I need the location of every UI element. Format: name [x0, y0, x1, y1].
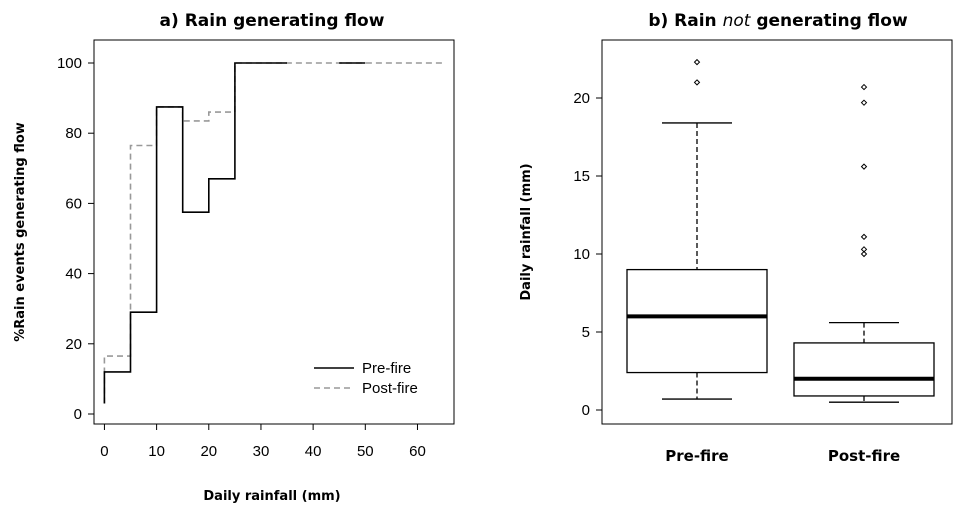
panel-a-x-tick-label: 0 [100, 443, 108, 460]
panel-b-category-label: Pre-fire [665, 447, 728, 465]
panel-a-plot-frame [93, 39, 455, 425]
panel-b-y-tick-label: 20 [573, 90, 590, 107]
panel-a-y-tick-label: 100 [57, 55, 82, 72]
panel-b: b) Rain not generating flow 0 5 10 15 20… [519, 11, 953, 465]
panel-b-plot-frame [601, 39, 953, 425]
panel-a-legend: Pre-fire Post-fire [314, 360, 418, 397]
panel-b-category-label: Post-fire [828, 447, 900, 465]
panel-a-x-axis-label: Daily rainfall (mm) [203, 489, 340, 504]
panel-a-x-tick-label: 30 [253, 443, 270, 460]
panel-a-y-tick-label: 60 [65, 195, 82, 212]
outlier-point [860, 250, 868, 258]
panel-a: a) Rain generating flow 0 20 40 60 80 10… [13, 11, 455, 504]
outlier-point [693, 58, 701, 66]
panel-b-y-tick-label: 10 [573, 246, 590, 263]
series-line-post-fire [103, 62, 444, 404]
panel-a-y-axis: 0 20 40 60 80 100 [57, 55, 94, 423]
panel-a-x-tick-label: 40 [305, 443, 322, 460]
panel-a-y-tick-label: 80 [65, 125, 82, 142]
panel-a-y-tick-label: 20 [65, 336, 82, 353]
panel-b-y-axis-label: Daily rainfall (mm) [519, 163, 534, 300]
series-line-pre-fire [103, 62, 287, 404]
panel-b-y-tick-label: 0 [582, 402, 590, 419]
panel-a-title: a) Rain generating flow [160, 11, 385, 31]
panel-a-x-tick-label: 20 [200, 443, 217, 460]
outlier-point [693, 79, 701, 86]
panel-b-y-tick-label: 15 [573, 168, 590, 185]
panel-b-title-emphasis: not [723, 11, 752, 31]
panel-b-y-axis: 0 5 10 15 20 [573, 90, 602, 419]
panel-b-title-suffix: generating flow [750, 11, 908, 31]
outlier-point [860, 233, 868, 241]
panel-b-boxes-group [626, 58, 935, 403]
box-post-fire [793, 83, 935, 403]
legend-label-post-fire: Post-fire [362, 380, 418, 397]
panel-a-y-tick-label: 40 [65, 266, 82, 283]
outlier-point [860, 99, 868, 106]
panel-a-series-group [103, 62, 444, 404]
panel-b-title: b) Rain not generating flow [648, 11, 908, 31]
panel-a-x-tick-label: 10 [148, 443, 165, 460]
outlier-point [860, 83, 868, 91]
panel-a-x-tick-label: 50 [357, 443, 374, 460]
outlier-point [860, 246, 868, 253]
panel-b-y-tick-label: 5 [582, 324, 590, 341]
panel-b-title-prefix: b) Rain [648, 11, 722, 31]
legend-label-pre-fire: Pre-fire [362, 360, 411, 377]
panel-a-y-tick-label: 0 [74, 406, 82, 423]
iqr-box [793, 342, 935, 397]
outlier-point [860, 163, 868, 170]
box-pre-fire [626, 58, 768, 400]
panel-a-y-axis-label: %Rain events generating flow [13, 122, 28, 342]
iqr-box [626, 268, 768, 374]
panel-a-x-tick-label: 60 [409, 443, 426, 460]
panel-a-x-axis: 0 10 20 30 40 50 60 [100, 424, 426, 460]
